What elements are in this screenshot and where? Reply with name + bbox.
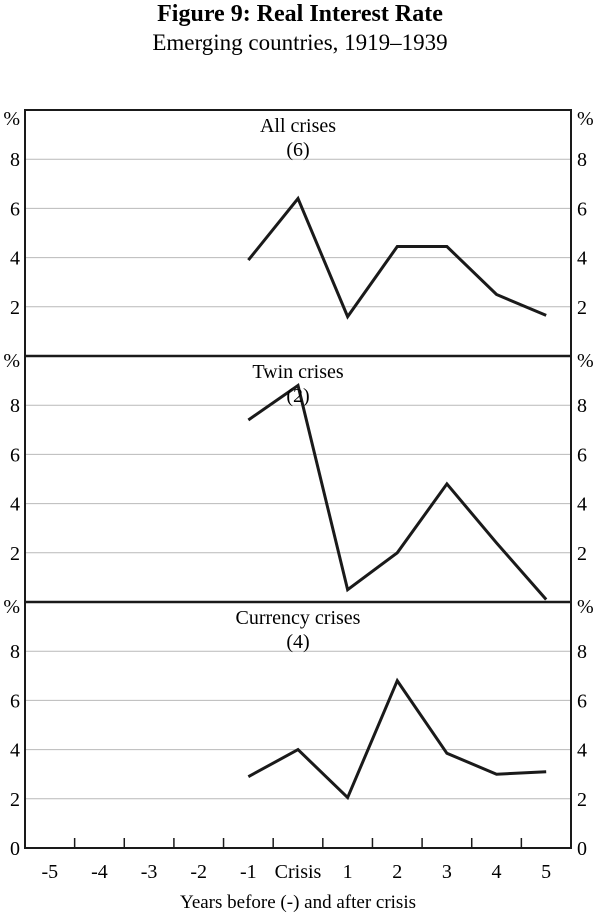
y-tick-label-right: 6 bbox=[577, 690, 587, 712]
figure-subtitle: Emerging countries, 1919–1939 bbox=[152, 30, 447, 55]
y-tick-label-left: 4 bbox=[10, 740, 20, 762]
y-tick-label-right: 4 bbox=[577, 740, 587, 762]
y-tick-label-left: 8 bbox=[10, 641, 20, 663]
y-tick-label-left: 6 bbox=[10, 198, 20, 220]
y-axis-unit-left: % bbox=[3, 596, 20, 618]
x-tick-label: -2 bbox=[190, 861, 207, 883]
y-tick-label-left: 2 bbox=[10, 543, 20, 565]
y-tick-label-left: 2 bbox=[10, 297, 20, 319]
y-tick-label-left: 8 bbox=[10, 395, 20, 417]
x-tick-label: 5 bbox=[541, 861, 551, 883]
y-tick-label-right: 4 bbox=[577, 248, 587, 270]
y-tick-label-left: 6 bbox=[10, 690, 20, 712]
y-axis-unit-right: % bbox=[577, 350, 594, 372]
y-tick-label-right: 8 bbox=[577, 641, 587, 663]
x-tick-label: 3 bbox=[442, 861, 452, 883]
y-tick-label-left: 2 bbox=[10, 789, 20, 811]
y-tick-label-right: 8 bbox=[577, 395, 587, 417]
y-axis-unit-right: % bbox=[577, 596, 594, 618]
y-zero-label-left: 0 bbox=[10, 838, 20, 860]
panel-title: Currency crises bbox=[236, 607, 361, 629]
chart-frame bbox=[24, 109, 572, 849]
data-line-2 bbox=[247, 677, 547, 801]
plot-area: 8 8 6 6 4 4 2 2% % All crises(6) 8 8 6 6 4 4 2 2% % Twin cr… bbox=[3, 108, 593, 883]
y-tick-label-left: 4 bbox=[10, 494, 20, 516]
y-zero-label-right: 0 bbox=[577, 838, 587, 860]
y-tick-label-right: 2 bbox=[577, 543, 587, 565]
figure-title: Figure 9: Real Interest Rate bbox=[157, 1, 443, 27]
panel-count: (6) bbox=[286, 139, 309, 161]
panel-title: All crises bbox=[260, 115, 336, 137]
y-tick-label-right: 2 bbox=[577, 297, 587, 319]
data-line-1 bbox=[247, 383, 548, 601]
y-tick-label-left: 4 bbox=[10, 248, 20, 270]
x-tick-label: -4 bbox=[91, 861, 108, 883]
x-tick-label: -1 bbox=[240, 861, 257, 883]
x-tick-label: -3 bbox=[141, 861, 158, 883]
y-axis-unit-left: % bbox=[3, 108, 20, 130]
y-tick-label-right: 6 bbox=[577, 198, 587, 220]
y-tick-label-right: 2 bbox=[577, 789, 587, 811]
y-axis-unit-left: % bbox=[3, 350, 20, 372]
x-tick-label: -5 bbox=[41, 861, 58, 883]
panel-count: (2) bbox=[286, 385, 309, 407]
x-tick-label: 1 bbox=[343, 861, 353, 883]
x-tick-label: 4 bbox=[492, 861, 502, 883]
y-axis-unit-right: % bbox=[577, 108, 594, 130]
y-tick-label-left: 8 bbox=[10, 149, 20, 171]
y-tick-label-right: 4 bbox=[577, 494, 587, 516]
y-tick-label-right: 6 bbox=[577, 444, 587, 466]
y-tick-label-left: 6 bbox=[10, 444, 20, 466]
x-axis-title: Years before (-) and after crisis bbox=[180, 892, 416, 913]
panel-count: (4) bbox=[286, 631, 309, 653]
y-tick-label-right: 8 bbox=[577, 149, 587, 171]
x-tick-label: 2 bbox=[392, 861, 402, 883]
x-tick-label: Crisis bbox=[275, 861, 322, 883]
data-line-0 bbox=[247, 195, 547, 320]
panel-title: Twin crises bbox=[252, 361, 344, 383]
